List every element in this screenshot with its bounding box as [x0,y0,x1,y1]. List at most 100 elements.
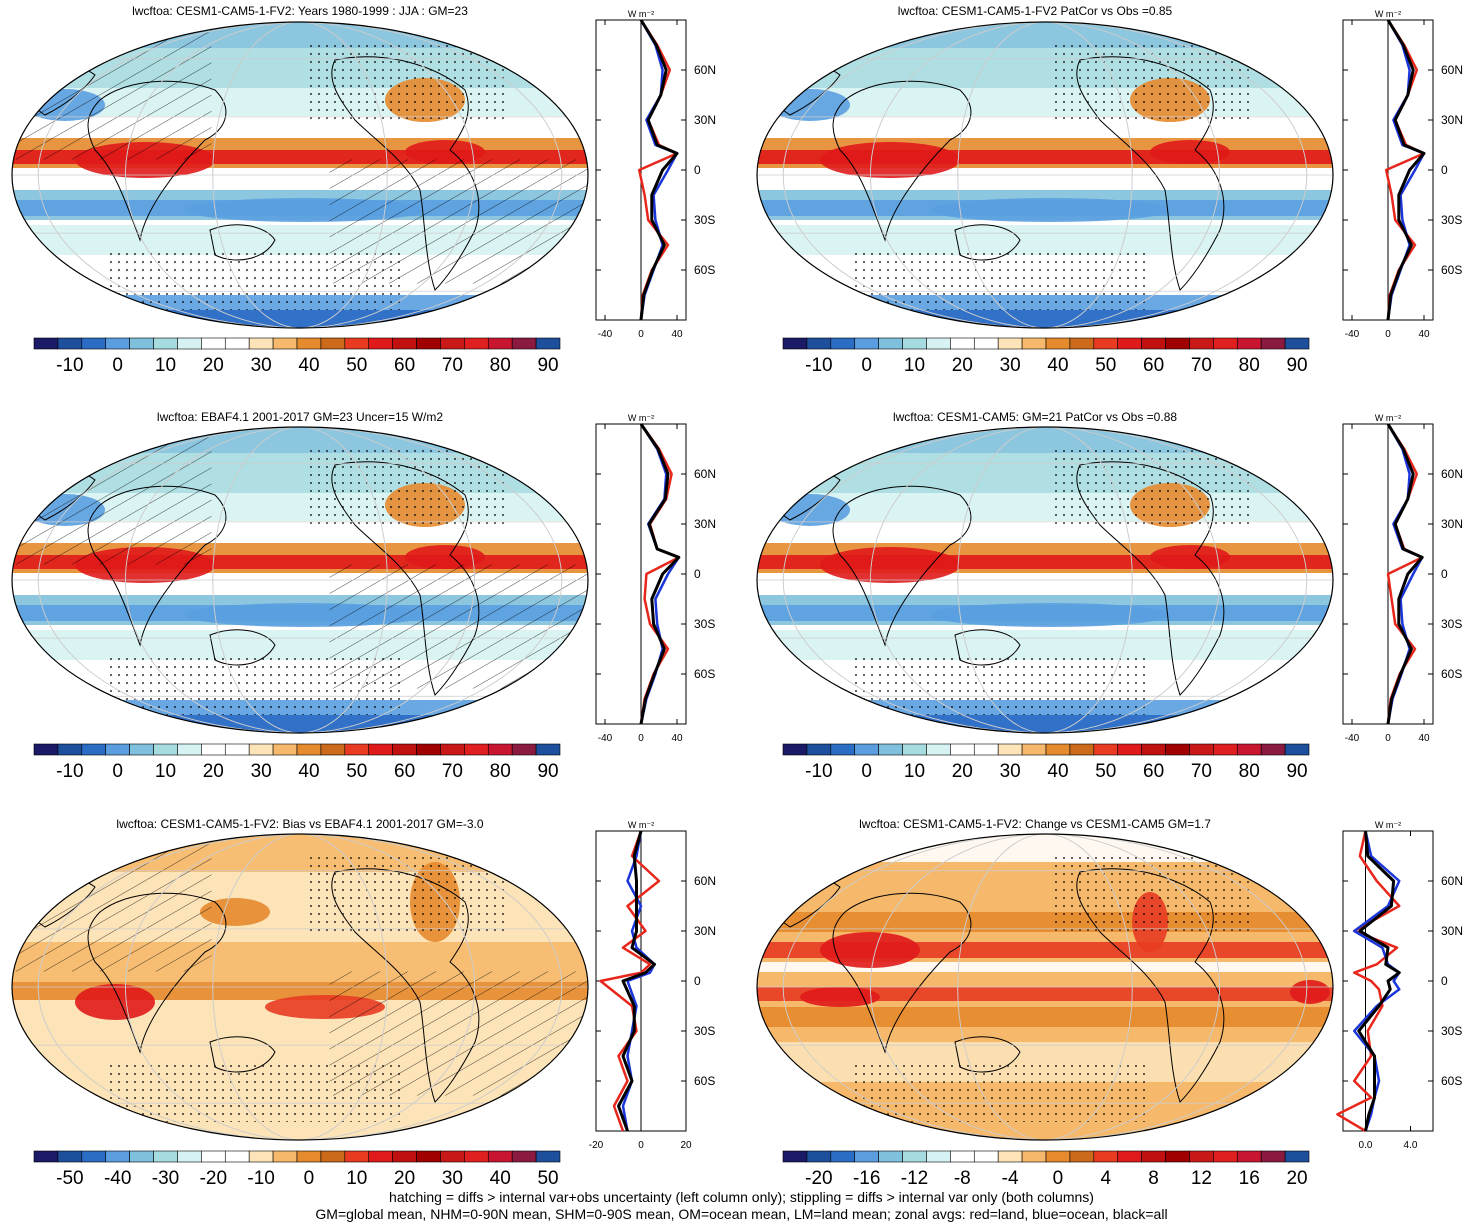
colorbar-swatch [248,743,274,756]
colorbar-swatch [950,337,975,350]
colorbar-swatch [368,337,393,350]
colorbar-swatch [878,1150,903,1163]
map-graticule-lon [125,22,475,328]
colorbar-swatch [1045,1150,1071,1163]
colorbar-swatch [153,337,178,350]
profile-ytick-label: 30S [694,213,715,227]
colorbar-tick-label: -10 [805,761,832,782]
colorbar-tick-label: 0 [861,761,872,782]
colorbar-swatch [782,1150,808,1163]
panel-4-colorbar: -10 0 10 20 30 40 50 60 70 80 90 [782,743,1310,782]
panel-4-zonal-profile: W m⁻² 60N 30N 0 30S 60S -40 0 40 [1342,413,1463,744]
colorbar-swatch [153,743,178,756]
map-blob-1 [405,545,485,569]
colorbar-tick-label: 0 [861,355,872,376]
colorbar-swatch [511,743,537,756]
colorbar-swatch [224,337,250,350]
colorbar-swatch [464,1150,489,1163]
profile-line-land [599,830,661,1132]
colorbar-swatch [535,743,561,756]
profile-xtick-label: -40 [598,329,613,340]
colorbar-swatch [129,743,154,756]
colorbar-tick-label: 30 [251,761,272,782]
colorbar-tick-label: 70 [442,761,463,782]
map-band-0 [757,834,1333,862]
colorbar-swatch [105,743,130,756]
panel-3-map [11,426,589,734]
colorbar-swatch [416,743,441,756]
colorbar-tick-label: 10 [155,761,176,782]
map-graticule-lon [212,427,388,733]
colorbar-tick-label: 40 [1047,761,1068,782]
profile-xtick-label: 20 [680,1140,692,1151]
panel-6-colorbar: -20 -16 -12 -8 -4 0 4 8 12 16 20 [782,1150,1310,1189]
map-hatch-west [12,834,212,972]
colorbar-swatch [1284,743,1310,756]
colorbar-tick-label: -10 [247,1168,274,1189]
colorbar-swatch [1069,1150,1095,1163]
colorbar-swatch [1117,337,1142,350]
profile-ytick-label: 60N [1441,63,1463,77]
map-continent-0 [832,80,972,242]
profile-line-ocean [639,19,679,321]
colorbar-swatch [487,337,513,350]
colorbar-tick-label: -8 [954,1168,971,1189]
map-stipple-north [305,40,505,120]
colorbar-swatch [950,743,975,756]
profile-line-ocean [1386,423,1424,725]
colorbar-swatch [440,743,465,756]
profile-line-land [1384,19,1426,321]
colorbar-swatch [33,337,59,350]
profile-line-all [1357,830,1401,1132]
map-stipple-north [1050,40,1250,120]
colorbar-tick-label: 90 [1286,355,1307,376]
colorbar-swatch [1117,743,1142,756]
colorbar-swatch [1045,337,1071,350]
colorbar-swatch [1021,743,1047,756]
colorbar-swatch [1236,337,1262,350]
profile-xtick-label: 40 [671,733,683,744]
colorbar-tick-label: -10 [805,355,832,376]
colorbar-swatch [487,743,513,756]
map-blob-4 [930,198,1170,222]
colorbar-swatch [201,743,226,756]
map-graticule-lon [870,834,1220,1140]
map-outline [11,426,589,734]
map-graticule-lon [125,834,475,1140]
map-graticule-lon [212,22,388,328]
colorbar-tick-label: 20 [203,355,224,376]
colorbar-swatch [535,337,561,350]
map-blob-4 [930,603,1170,627]
colorbar-tick-label: 0 [112,355,123,376]
colorbar-swatch [830,1150,856,1163]
colorbar-swatch [997,743,1023,756]
profile-line-all [1386,19,1426,321]
colorbar-swatch [973,337,999,350]
profile-unit-label: W m⁻² [628,820,654,830]
colorbar-tick-label: 20 [394,1168,415,1189]
colorbar-tick-label: 16 [1239,1168,1260,1189]
panel-2-map [756,21,1334,329]
profile-ytick-label: 60N [694,467,716,481]
map-band-9 [757,310,1333,328]
colorbar-swatch [105,1150,130,1163]
colorbar-tick-label: 10 [904,761,925,782]
colorbar-swatch [81,743,107,756]
colorbar-swatch [248,337,274,350]
panel-4-title: lwcftoa: CESM1-CAM5: GM=21 PatCor vs Obs… [892,410,1178,424]
profile-line-all [639,19,679,321]
colorbar-tick-label: 50 [346,761,367,782]
map-band-4 [757,987,1333,1001]
map-outline [11,833,589,1141]
colorbar-tick-label: 0 [1053,1168,1064,1189]
colorbar-swatch [1069,337,1095,350]
map-band-3 [757,962,1333,972]
colorbar-swatch [1236,743,1262,756]
colorbar-tick-label: 60 [1143,355,1164,376]
profile-ytick-label: 30N [694,924,716,938]
colorbar-swatch [296,337,322,350]
colorbar-swatch [272,1150,298,1163]
colorbar-swatch [902,337,927,350]
colorbar-swatch [416,1150,441,1163]
profile-ytick-label: 30N [1441,113,1463,127]
